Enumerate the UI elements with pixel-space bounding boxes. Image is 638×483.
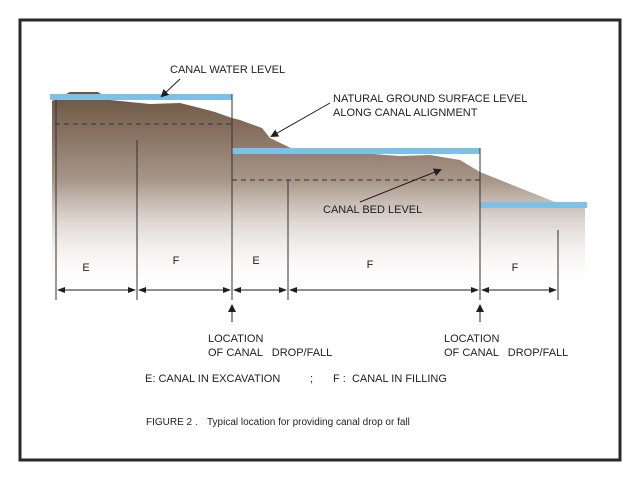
- legend-filling: F : CANAL IN FILLING: [333, 373, 447, 385]
- segment-label-2: F: [173, 255, 180, 267]
- segment-label-5: F: [512, 262, 519, 274]
- natural-ground-label-1: NATURAL GROUND SURFACE LEVEL: [333, 93, 527, 105]
- legend-excavation: E: CANAL IN EXCAVATION: [145, 373, 280, 385]
- water-level-2: [232, 148, 480, 154]
- figure-caption-text: Typical location for providing canal dro…: [207, 417, 410, 428]
- canal-water-level-label: CANAL WATER LEVEL: [170, 64, 285, 76]
- canal-bed-level-label: CANAL BED LEVEL: [323, 204, 422, 216]
- water-level-pointer: [160, 78, 181, 98]
- canal-bed-pointer: [359, 168, 442, 203]
- drop-location-2-line1: LOCATION: [444, 333, 499, 345]
- drop-location-2-line2: OF CANAL DROP/FALL: [444, 347, 568, 359]
- ground-profile: [52, 92, 585, 290]
- natural-ground-label-2: ALONG CANAL ALIGNMENT: [333, 107, 478, 119]
- segment-label-1: E: [82, 262, 89, 274]
- water-level-3: [480, 202, 587, 208]
- legend-separator: ;: [310, 373, 313, 385]
- drop-location-1-line1: LOCATION: [208, 333, 263, 345]
- segment-label-4: F: [367, 259, 374, 271]
- figure-caption-prefix: FIGURE 2 .: [146, 417, 198, 428]
- natural-ground-pointer: [270, 102, 331, 137]
- water-level-1: [50, 94, 232, 100]
- segment-label-3: E: [252, 255, 259, 267]
- drop-location-1-line2: OF CANAL DROP/FALL: [208, 347, 332, 359]
